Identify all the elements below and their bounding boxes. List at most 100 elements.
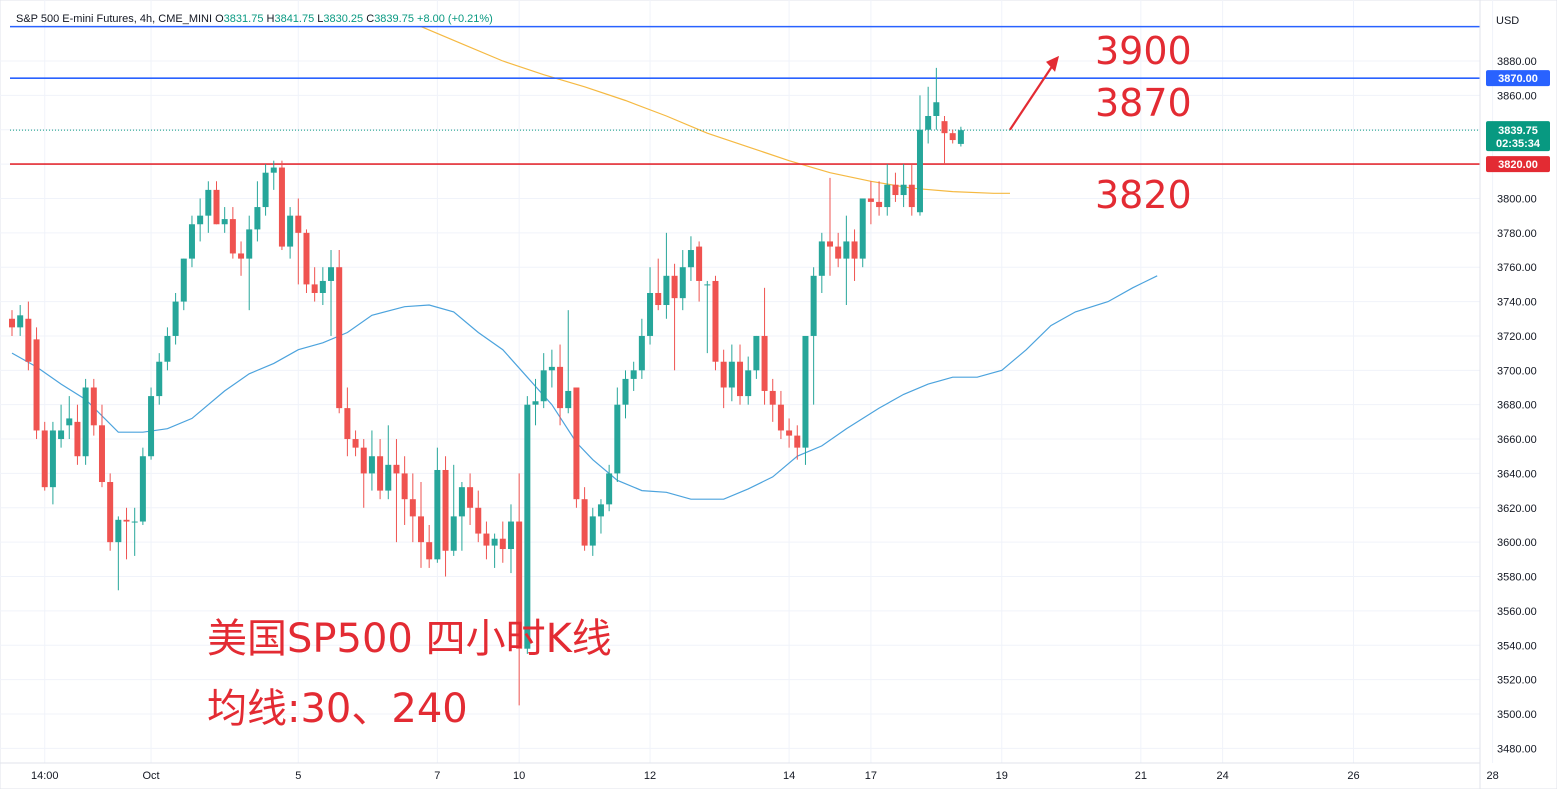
candle-body — [156, 361, 163, 397]
candle — [344, 387, 351, 457]
arrow-head — [1046, 55, 1060, 72]
candle-body — [418, 516, 424, 543]
candle — [810, 267, 817, 405]
candle — [908, 164, 915, 216]
candle-body — [328, 267, 335, 281]
candle-body — [589, 516, 596, 546]
candle — [786, 418, 793, 448]
line-3820-tag-bg — [1486, 156, 1550, 173]
candle — [409, 473, 416, 543]
candle-body — [172, 301, 179, 336]
ohlc-close-key: C — [366, 13, 375, 25]
candle — [82, 378, 89, 465]
x-tick-label: 7 — [434, 770, 440, 782]
candle-body — [344, 408, 351, 440]
candle-body — [90, 387, 97, 426]
candle-body — [638, 335, 645, 371]
candle — [843, 215, 850, 306]
candle — [507, 504, 514, 574]
candle — [957, 126, 964, 147]
y-tick-label: 3680.00 — [1497, 400, 1537, 412]
candle — [769, 378, 776, 422]
candle-body — [49, 430, 56, 488]
candle — [238, 241, 245, 276]
candle-body — [148, 396, 155, 457]
y-tick-label: 3780.00 — [1497, 228, 1537, 240]
candle-body — [295, 215, 302, 233]
candle-body — [753, 335, 760, 371]
x-tick-label: 17 — [865, 770, 877, 782]
y-tick-label: 3500.00 — [1497, 709, 1537, 721]
candle-body — [573, 387, 580, 500]
candle — [188, 215, 195, 268]
candle — [687, 236, 694, 281]
y-tick-label: 3520.00 — [1497, 675, 1537, 687]
candle — [385, 425, 392, 500]
candle-body — [377, 456, 384, 491]
candle-body — [368, 456, 375, 474]
candle — [221, 207, 228, 233]
candle — [532, 378, 539, 426]
candle-body — [810, 275, 817, 336]
annotation-3900: 3900 — [1095, 29, 1192, 73]
candle — [442, 456, 449, 577]
candle-body — [786, 430, 793, 436]
candle — [884, 164, 891, 216]
candle — [638, 318, 645, 379]
candle-body — [483, 533, 490, 546]
x-tick-label: 5 — [295, 770, 301, 782]
price-axis: 3480.00 3500.00 3520.00 3540.00 3560.00 3580.… — [1497, 56, 1537, 755]
ohlc-close: 3839.75 — [374, 13, 414, 25]
candle — [728, 344, 735, 402]
candle-body — [254, 207, 261, 230]
x-tick-label: 10 — [513, 770, 525, 782]
candle-body — [647, 292, 654, 336]
candle — [311, 267, 318, 302]
candle — [115, 516, 122, 591]
candle — [548, 349, 555, 388]
candle-body — [41, 430, 48, 488]
ma30-line — [11, 275, 1158, 500]
candle — [58, 404, 65, 448]
candle-body — [720, 361, 727, 388]
candle-body — [597, 504, 604, 517]
candle — [614, 387, 621, 483]
candle-body — [409, 499, 416, 517]
candle — [205, 181, 212, 233]
candle-body — [769, 390, 776, 405]
candle — [622, 370, 629, 419]
candle — [516, 473, 523, 706]
candle-body — [499, 538, 506, 550]
candle — [66, 396, 73, 440]
candle — [606, 464, 613, 512]
candle — [483, 521, 490, 560]
line-3870-tag-text: 3870.00 — [1498, 73, 1538, 85]
candle — [630, 361, 637, 391]
candle-body — [9, 318, 15, 328]
candle — [949, 129, 956, 144]
candle-body — [818, 241, 825, 276]
candle-body — [548, 366, 555, 371]
candle — [319, 267, 326, 306]
candle-body — [827, 241, 833, 247]
candle-body — [908, 184, 915, 208]
candle — [368, 430, 375, 491]
candle-body — [262, 172, 269, 208]
ohlc-open-key: O — [215, 13, 224, 25]
ohlc-change: +8.00 (+0.21%) — [417, 13, 493, 25]
candle-body — [671, 275, 678, 299]
candle — [98, 404, 105, 488]
annotation-subtitle: 均线:30、240 — [207, 686, 468, 732]
candle — [655, 258, 662, 311]
candle — [25, 301, 32, 371]
y-tick-label: 3740.00 — [1497, 297, 1537, 309]
candle — [197, 198, 204, 242]
candle — [418, 482, 424, 568]
candle-body — [319, 280, 326, 293]
candle — [589, 507, 596, 556]
line-3870-tag: 3870.00 — [1486, 70, 1550, 87]
candle — [524, 396, 531, 654]
line-3870-tag-bg — [1486, 70, 1550, 87]
